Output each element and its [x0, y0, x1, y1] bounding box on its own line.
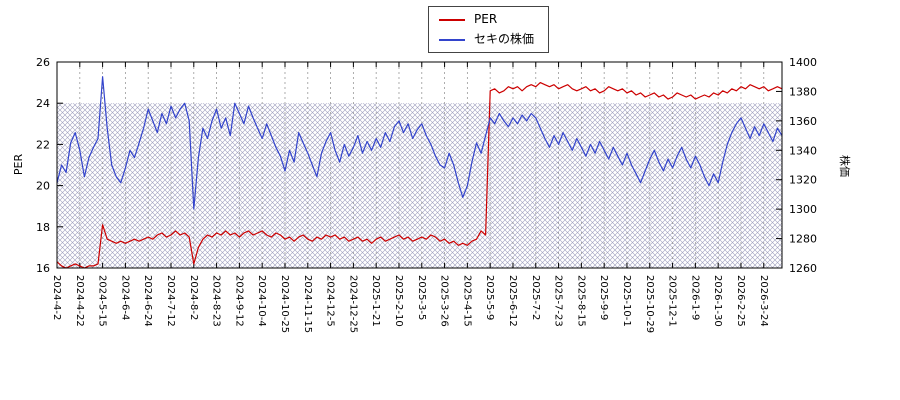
x-tick-label: 2024-8-2	[188, 275, 199, 320]
x-tick-label: 2025-1-21	[370, 275, 381, 327]
x-tick-label: 2024-4-22	[74, 275, 85, 327]
x-tick-label: 2025-6-12	[507, 275, 518, 327]
plot-border	[56, 61, 783, 269]
x-tick-label: 2025-8-15	[575, 275, 586, 327]
x-tick-label: 2024-7-12	[165, 275, 176, 327]
x-tick-label: 2025-4-15	[461, 275, 472, 327]
legend-label-price: セキの株価	[474, 32, 535, 46]
x-tick-label: 2024-8-23	[211, 275, 222, 327]
x-tick-label: 2024-9-12	[233, 275, 244, 327]
x-tick-label: 2024-10-4	[256, 275, 267, 327]
x-tick-label: 2024-6-24	[142, 275, 153, 327]
legend: PER セキの株価	[428, 6, 550, 53]
right-tick-label: 1340	[789, 144, 817, 157]
x-tick-label: 2026-1-9	[689, 275, 700, 320]
x-tick-label: 2024-5-15	[97, 275, 108, 327]
right-tick-label: 1260	[789, 262, 817, 275]
x-tick-label: 2026-3-24	[758, 275, 769, 327]
left-tick-label: 16	[36, 262, 50, 275]
x-tick-label: 2024-12-5	[325, 275, 336, 327]
x-tick-label: 2025-3-26	[439, 275, 450, 327]
right-tick-label: 1380	[789, 85, 817, 98]
right-tick-label: 1320	[789, 174, 817, 187]
left-tick-label: 20	[36, 180, 50, 193]
x-tick-label: 2025-12-1	[667, 275, 678, 327]
per-line-sample-icon	[439, 18, 465, 21]
right-tick-label: 1360	[789, 115, 817, 128]
left-tick-label: 26	[36, 56, 50, 69]
x-tick-label: 2024-6-4	[119, 275, 130, 320]
price-line-sample-icon	[439, 38, 465, 41]
legend-label-per: PER	[474, 12, 498, 26]
legend-item-per: PER	[439, 12, 534, 27]
left-tick-label: 24	[36, 97, 50, 110]
x-tick-label: 2024-4-2	[51, 275, 62, 320]
per-series-line	[56, 81, 783, 269]
x-tick-label: 2025-5-9	[484, 275, 495, 320]
hatch-band	[57, 103, 782, 268]
x-tick-label: 2025-9-9	[598, 275, 609, 320]
legend-item-price: セキの株価	[439, 32, 534, 47]
right-tick-label: 1300	[789, 203, 817, 216]
x-tick-label: 2025-10-29	[644, 275, 655, 333]
x-tick-label: 2024-12-25	[347, 275, 358, 333]
price-series-line	[56, 76, 783, 210]
x-tick-label: 2026-2-25	[735, 275, 746, 327]
right-tick-label: 1280	[789, 233, 817, 246]
x-tick-label: 2025-7-23	[553, 275, 564, 327]
x-tick-label: 2025-7-2	[530, 275, 541, 320]
x-tick-label: 2026-1-30	[712, 275, 723, 327]
left-tick-label: 18	[36, 221, 50, 234]
x-tick-label: 2025-2-10	[393, 275, 404, 327]
left-tick-label: 22	[36, 138, 50, 151]
x-tick-label: 2024-11-15	[302, 275, 313, 333]
x-tick-label: 2025-10-1	[621, 275, 632, 327]
x-tick-label: 2025-3-5	[416, 275, 427, 320]
right-tick-label: 1400	[789, 56, 817, 69]
right-axis-title: 株価	[838, 155, 851, 177]
left-axis-title: PER	[12, 153, 26, 176]
x-tick-label: 2024-10-25	[279, 275, 290, 333]
